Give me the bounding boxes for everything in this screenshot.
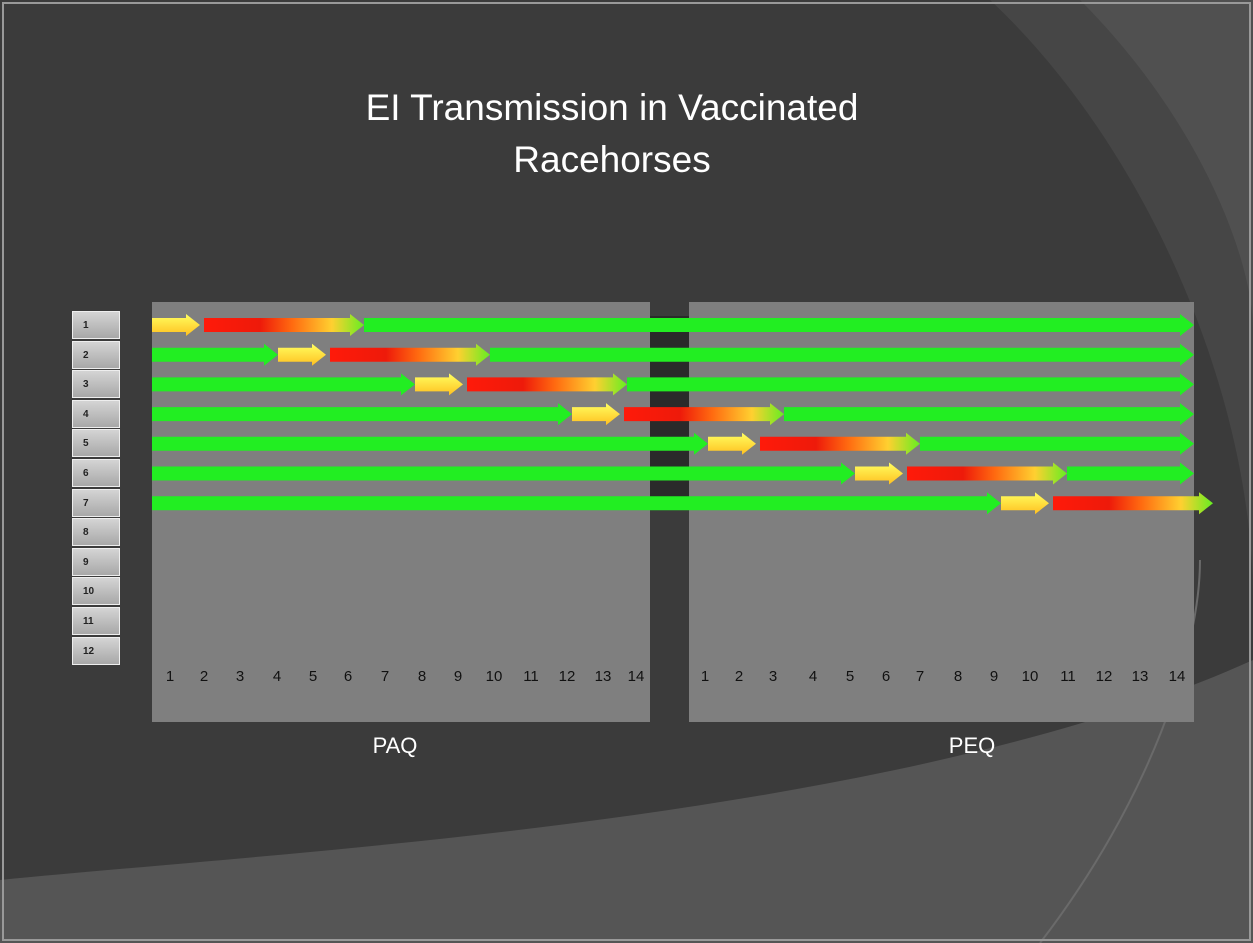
infected-arrow <box>330 343 490 366</box>
day-label: 11 <box>523 668 539 685</box>
day-label: 1 <box>700 668 710 685</box>
day-label: 1 <box>165 668 175 685</box>
day-label: 6 <box>343 668 353 685</box>
healthy-arrow <box>152 492 1001 515</box>
title: EI Transmission in Vaccinated Racehorses <box>365 87 859 180</box>
infected-arrow <box>467 373 627 396</box>
recovered-arrow <box>1067 462 1194 485</box>
row-label: 2 <box>72 340 120 369</box>
day-label: 12 <box>558 668 576 685</box>
day-label: 4 <box>272 668 282 685</box>
day-label: 3 <box>768 668 778 685</box>
day-label: 5 <box>308 668 318 685</box>
row-label: 7 <box>72 488 120 517</box>
day-label: 8 <box>417 668 427 685</box>
day-label: 8 <box>953 668 963 685</box>
bg-line <box>1039 559 1201 943</box>
healthy-arrow <box>152 373 415 396</box>
infected-arrow <box>1053 492 1213 515</box>
day-label: 10 <box>1021 668 1039 685</box>
healthy-arrow <box>152 432 708 455</box>
row-label: 4 <box>72 399 120 428</box>
recovered-arrow <box>627 373 1194 396</box>
recovered-arrow <box>920 432 1194 455</box>
exposed-arrow <box>572 403 620 426</box>
day-label: 12 <box>1095 668 1113 685</box>
day-label: 13 <box>594 668 612 685</box>
row-label: 1 <box>72 311 120 339</box>
day-label: 7 <box>380 668 390 685</box>
day-label: 10 <box>485 668 503 685</box>
infected-arrow <box>907 462 1067 485</box>
day-label: 14 <box>1168 668 1186 685</box>
recovered-arrow <box>364 314 1194 336</box>
healthy-arrow <box>152 343 278 366</box>
day-label: 14 <box>627 668 645 685</box>
panel <box>152 302 650 722</box>
bg-curve <box>990 0 1253 600</box>
row-label: 3 <box>72 370 120 399</box>
row-label: 10 <box>72 577 120 606</box>
day-label: 2 <box>734 668 744 685</box>
recovered-arrow <box>490 343 1194 366</box>
panel-label: PAQ <box>372 733 418 758</box>
panel <box>689 302 1194 722</box>
exposed-arrow <box>708 432 756 455</box>
exposed-arrow <box>855 462 903 485</box>
day-label: 11 <box>1060 668 1076 685</box>
exposed-arrow <box>278 343 326 366</box>
panel-label: PEQ <box>948 733 996 758</box>
exposed-arrow <box>152 314 200 336</box>
exposed-arrow <box>415 373 463 396</box>
day-label: 4 <box>808 668 818 685</box>
row-label: 6 <box>72 459 120 487</box>
row-label: 12 <box>72 636 120 665</box>
bg-curve <box>1080 0 1253 330</box>
day-label: 9 <box>989 668 999 685</box>
day-label: 9 <box>453 668 463 685</box>
exposed-arrow <box>1001 492 1049 515</box>
infected-arrow <box>760 432 920 455</box>
row-label: 5 <box>72 429 120 458</box>
row-label: 8 <box>72 518 120 547</box>
day-label: 2 <box>199 668 209 685</box>
day-label: 13 <box>1131 668 1149 685</box>
day-label: 6 <box>881 668 891 685</box>
bg-curve <box>0 660 1253 943</box>
healthy-arrow <box>152 462 855 485</box>
recovered-arrow <box>784 403 1194 426</box>
row-label: 9 <box>72 547 120 576</box>
day-label: 3 <box>235 668 245 685</box>
infected-arrow <box>204 314 364 336</box>
day-label: 5 <box>845 668 855 685</box>
infected-arrow <box>624 403 784 426</box>
row-label: 11 <box>72 607 120 635</box>
healthy-arrow <box>152 403 572 426</box>
day-label: 7 <box>915 668 925 685</box>
